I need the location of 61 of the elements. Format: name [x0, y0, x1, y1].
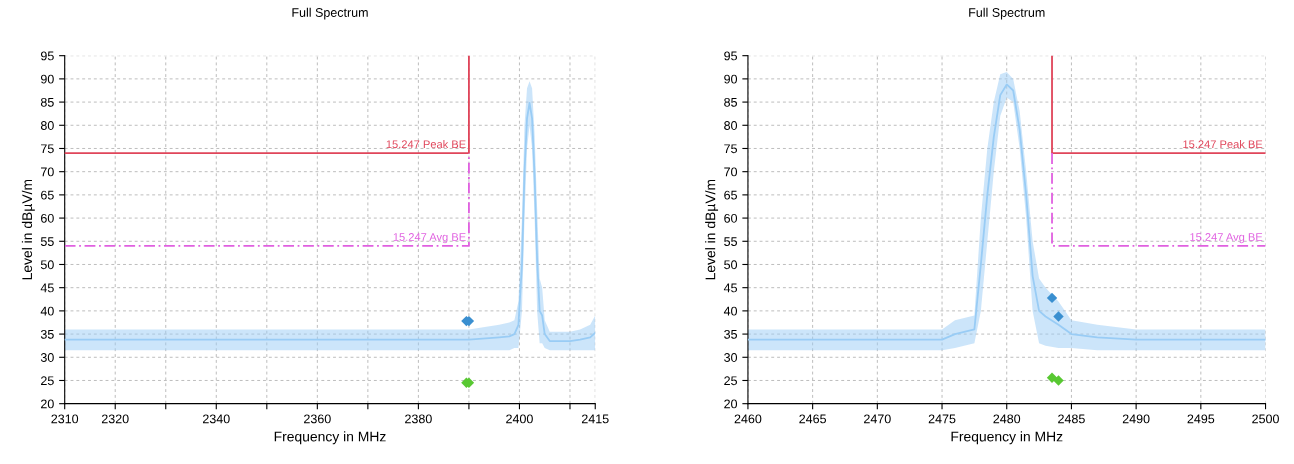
series-label: 15.247 Avg BE: [1190, 233, 1263, 244]
y-tick-label: 70: [41, 167, 54, 177]
x-tick-label: 2475: [928, 414, 956, 424]
point: [1053, 311, 1064, 322]
x-tick-label: 2400: [506, 414, 533, 424]
y-tick-label: 35: [40, 329, 54, 339]
y-tick-label: 55: [724, 237, 737, 246]
y-tick-label: 30: [40, 353, 54, 362]
y-tick-label: 65: [724, 190, 737, 200]
x-axis-title: Frequency in MHz: [274, 431, 386, 445]
y-tick-label: 20: [724, 399, 738, 409]
y-tick-label: 70: [724, 167, 738, 177]
y-tick-label: 25: [724, 376, 737, 386]
x-tick-label: 2490: [1122, 414, 1150, 424]
y-tick-label: 45: [40, 283, 54, 293]
x-tick-label: 2415: [581, 414, 609, 424]
x-tick-label: 2485: [1058, 414, 1085, 424]
y-tick-label: 65: [41, 190, 54, 200]
y-axis-title: Level in dBµV/m: [705, 179, 719, 280]
y-tick-label: 20: [41, 399, 54, 409]
chart-title: Full Spectrum: [969, 7, 1045, 20]
y-tick-label: 40: [40, 306, 54, 316]
y-tick-label: 25: [41, 376, 54, 386]
y-tick-label: 55: [40, 237, 54, 246]
y-tick-label: 30: [724, 353, 738, 362]
y-tick-label: 80: [40, 121, 54, 130]
x-tick-label: 2480: [993, 414, 1021, 424]
series-label: 15.247 Peak BE: [1183, 139, 1263, 149]
y-tick-label: 90: [40, 74, 54, 84]
x-tick-label: 2465: [799, 414, 827, 424]
y-tick-label: 50: [724, 260, 738, 270]
x-tick-label: 2495: [1187, 414, 1215, 424]
y-tick-label: 45: [723, 283, 737, 293]
x-tick-label: 2460: [734, 414, 762, 424]
y-tick-label: 95: [40, 51, 54, 61]
point: [1046, 292, 1058, 304]
y-tick-label: 75: [41, 144, 54, 154]
x-tick-label: 2360: [304, 414, 331, 424]
y-tick-label: 85: [40, 97, 54, 107]
x-tick-label: 2320: [101, 414, 129, 424]
y-tick-label: 50: [40, 260, 54, 270]
y-tick-label: 75: [724, 144, 737, 154]
y-tick-label: 60: [724, 213, 738, 223]
series-label: 15.247 Avg BE: [393, 233, 466, 244]
x-tick-label: 2470: [864, 414, 891, 424]
chart-title: Full Spectrum: [292, 7, 368, 20]
y-tick-label: 40: [723, 306, 738, 316]
x-tick-label: 2380: [405, 414, 432, 424]
x-axis-title: Frequency in MHz: [951, 431, 1063, 445]
y-tick-label: 80: [724, 121, 738, 130]
y-tick-label: 90: [724, 74, 738, 84]
y-axis-title: Level in dBµV/m: [21, 179, 35, 280]
series-label: 15.247 Peak BE: [386, 139, 466, 149]
x-tick-label: 2340: [203, 414, 230, 424]
x-tick-label: 2310: [51, 414, 79, 424]
y-tick-label: 95: [724, 51, 737, 61]
point: [1053, 375, 1064, 386]
y-tick-label: 35: [724, 329, 737, 339]
x-tick-label: 2500: [1252, 414, 1279, 424]
y-tick-label: 85: [724, 97, 737, 107]
y-tick-label: 60: [41, 213, 54, 223]
